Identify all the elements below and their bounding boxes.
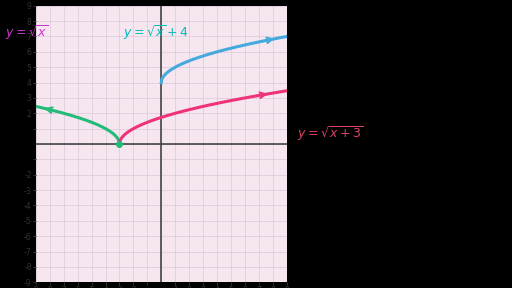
Text: $y = \sqrt{x}$: $y = \sqrt{x}$ (5, 24, 49, 42)
Text: $y = \sqrt{x} + 4$: $y = \sqrt{x} + 4$ (123, 24, 189, 42)
Text: $y = \sqrt{x+3}$: $y = \sqrt{x+3}$ (297, 124, 364, 143)
